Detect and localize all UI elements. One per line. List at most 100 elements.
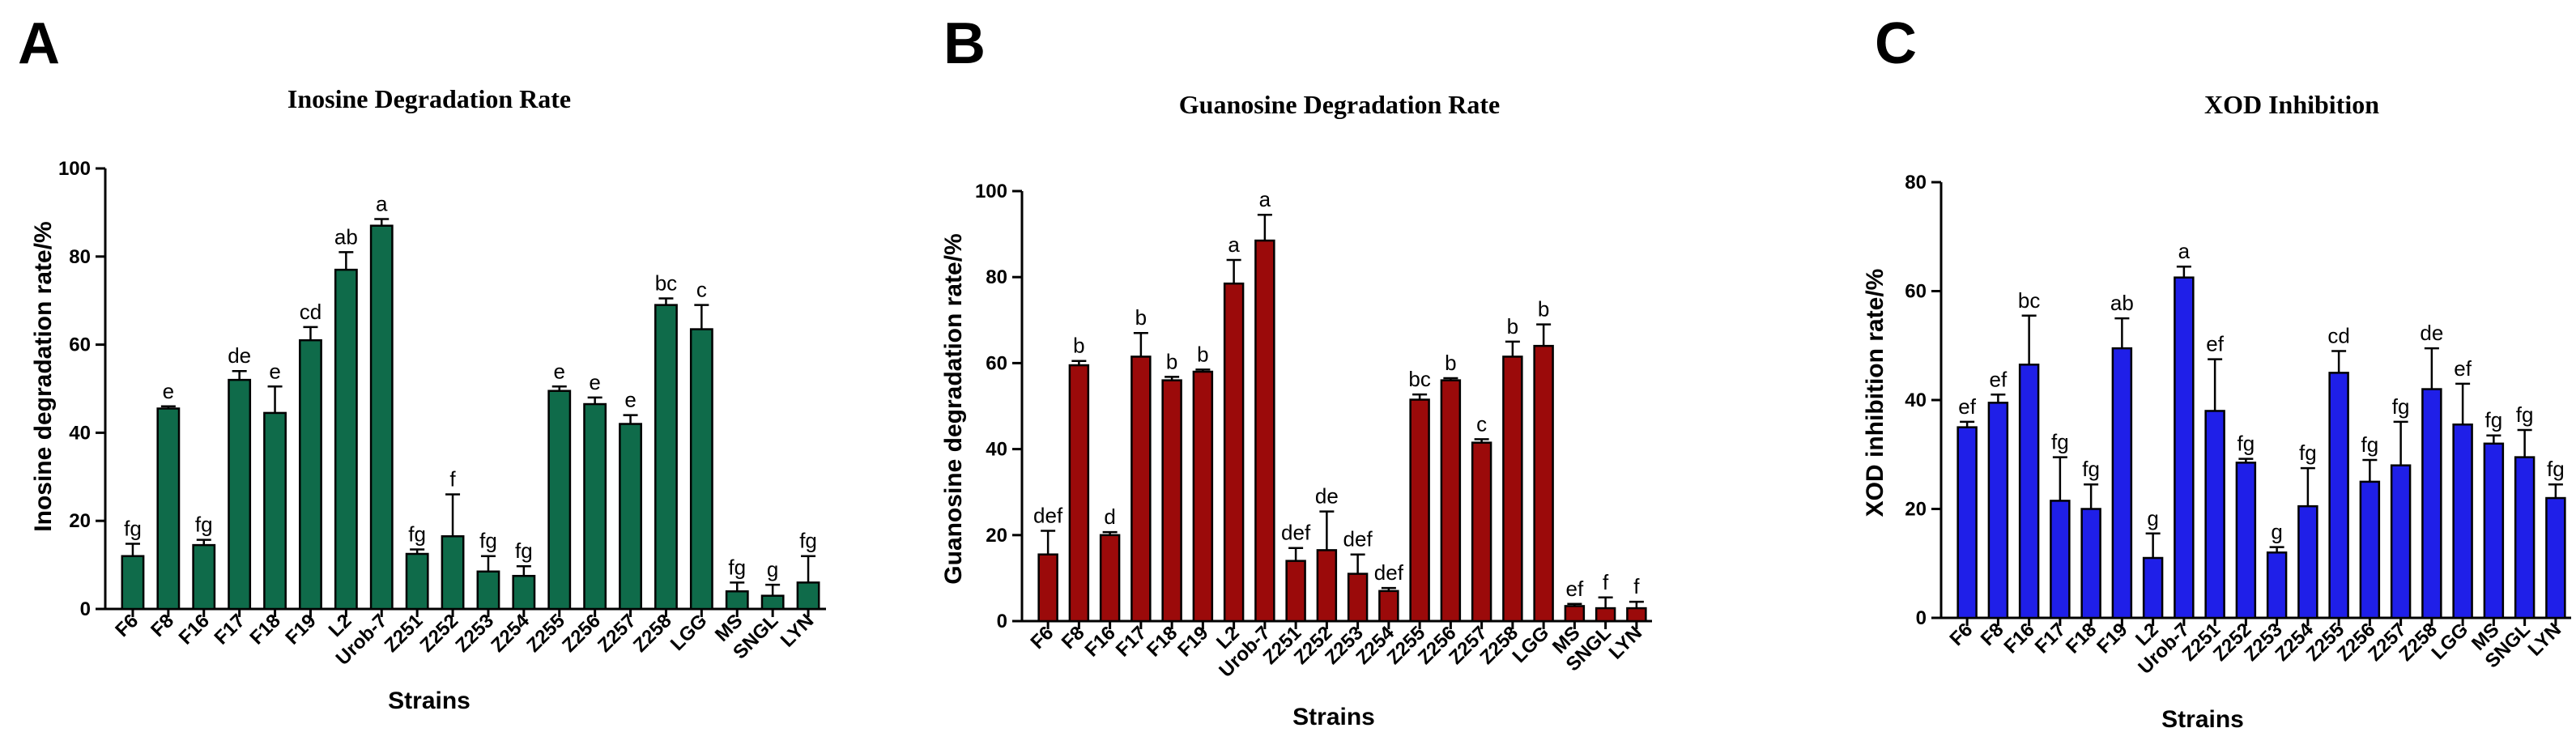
panel-b-significance-label: d <box>1104 504 1115 529</box>
panel-c-bar <box>2111 347 2133 619</box>
panel-a-significance-label: ab <box>334 224 358 249</box>
panel-c-letter: C <box>1875 11 1917 76</box>
panel-a-significance-label: fg <box>515 539 533 563</box>
panel-a-category-label: LYN <box>777 610 818 651</box>
panel-c-bar <box>2018 364 2040 619</box>
panel-a-bar <box>725 590 749 611</box>
panel-c-significance-label: fg <box>2082 457 2100 481</box>
panel-b-significance-label: def <box>1374 560 1404 585</box>
panel-b-significance-label: def <box>1281 521 1311 545</box>
panel-a-y-axis-label: Inosine degradation rate/% <box>30 221 57 531</box>
panel-b-bar <box>1099 534 1121 623</box>
panel-c-bar <box>2174 276 2195 619</box>
panel-b-bar <box>1161 379 1182 623</box>
panel-b-significance-label: b <box>1197 342 1208 366</box>
panel-a-bar <box>689 328 713 611</box>
panel-a-significance-label: e <box>624 388 636 412</box>
panel-b-category-label: F18 <box>1143 622 1182 661</box>
panel-c: C XOD Inhibition Strains XOD inhibition … <box>1862 11 2571 733</box>
panel-a-y-tick-label: 0 <box>80 598 91 620</box>
panel-c-significance-label: bc <box>2018 288 2040 313</box>
panel-a-bar <box>441 534 465 611</box>
panel-c-y-tick-label: 0 <box>1916 607 1927 629</box>
panel-a-category-label: F8 <box>147 610 178 641</box>
panel-b-bar <box>1378 590 1399 623</box>
panel-a-bar <box>619 423 642 611</box>
panel-a: A Inosine Degradation Rate Strains Inosi… <box>18 11 826 714</box>
panel-c-bar <box>2452 424 2473 619</box>
panel-c-category-label: F18 <box>2062 619 2101 658</box>
panel-a-significance-label: e <box>163 379 174 403</box>
panel-c-bar <box>2235 462 2257 619</box>
panel-b-significance-label: c <box>1476 411 1487 436</box>
panel-b-significance-label: def <box>1033 503 1063 527</box>
panel-b-bar <box>1502 355 1523 623</box>
panel-a-x-axis-label: Strains <box>388 688 470 714</box>
panel-b-significance-label: ef <box>1566 577 1584 601</box>
panel-a-significance-label: fg <box>799 529 817 553</box>
panel-a-y-tick-label: 100 <box>58 158 91 180</box>
panel-c-significance-label: g <box>2271 520 2282 544</box>
panel-a-bar <box>299 338 322 611</box>
panel-b-category-label: F17 <box>1112 622 1151 661</box>
panel-a-significance-label: e <box>589 370 600 394</box>
panel-a-bar <box>796 581 820 611</box>
panel-b-bar <box>1409 398 1430 623</box>
panel-b-category-label: LGG <box>1509 622 1554 667</box>
panel-c-bar <box>2266 551 2288 619</box>
panel-b-significance-label: b <box>1445 351 1456 375</box>
panel-c-bar <box>2142 556 2164 619</box>
panel-c-bar <box>2328 372 2349 619</box>
panel-a-category-label: Z256 <box>558 610 605 657</box>
panel-a-bar <box>760 594 785 611</box>
panel-c-significance-label: fg <box>2485 408 2503 432</box>
panel-c-significance-label: ef <box>2454 356 2472 381</box>
panel-a-significance-label: bc <box>655 270 677 295</box>
panel-a-category-label: F18 <box>245 610 284 649</box>
panel-b-bar <box>1316 549 1338 623</box>
panel-c-significance-label: ef <box>2206 332 2224 356</box>
panel-b-y-tick-label: 60 <box>986 352 1007 374</box>
panel-a-significance-label: e <box>269 359 280 383</box>
panel-b-bar <box>1223 282 1245 623</box>
panel-a-bar <box>121 555 145 611</box>
panel-b-significance-label: b <box>1135 305 1147 330</box>
panel-c-category-label: LGG <box>2428 619 2473 664</box>
panel-c-bar <box>2080 508 2101 619</box>
panel-c-category-label: F17 <box>2031 619 2070 658</box>
panel-b-y-axis-label: Guanosine degradation rate/% <box>940 233 967 584</box>
panel-c-significance-label: a <box>2178 239 2191 263</box>
panel-a-bar <box>547 390 572 611</box>
panel-b-x-axis-label: Strains <box>1292 704 1375 730</box>
panel-a-significance-label: fg <box>728 555 746 579</box>
panel-a-category-label: Z258 <box>629 610 676 657</box>
panel-c-bar <box>2204 410 2225 619</box>
panel-a-significance-label: fg <box>195 513 213 537</box>
panel-b-significance-label: f <box>1603 570 1609 594</box>
panel-c-bar <box>2390 464 2412 619</box>
panel-a-category-label: Z254 <box>487 610 534 657</box>
panel-c-title: XOD Inhibition <box>2204 90 2379 119</box>
panel-b-bar <box>1285 560 1306 623</box>
panel-a-significance-label: fg <box>124 516 142 540</box>
panel-c-y-tick-label: 20 <box>1905 499 1927 521</box>
panel-a-significance-label: cd <box>300 300 321 324</box>
panel-b-title: Guanosine Degradation Rate <box>1179 90 1500 119</box>
panel-a-significance-label: a <box>376 192 388 216</box>
panel-a-category-label: Z251 <box>381 610 428 657</box>
panel-c-bar <box>2297 504 2318 619</box>
panel-b-y-tick-label: 20 <box>986 525 1007 547</box>
panel-a-bar <box>512 574 536 611</box>
panel-b-y-tick-label: 40 <box>986 439 1007 461</box>
panel-b-significance-label: def <box>1343 527 1373 551</box>
panel-c-bar <box>2514 456 2536 619</box>
panel-a-category-label: F6 <box>111 610 143 641</box>
panel-a-bar <box>228 378 252 611</box>
panel-a-significance-label: fg <box>479 529 497 553</box>
panel-a-y-tick-label: 80 <box>69 246 91 268</box>
panel-a-y-tick-label: 60 <box>69 334 91 356</box>
panel-b-significance-label: a <box>1259 187 1271 211</box>
panel-c-significance-label: g <box>2147 506 2158 530</box>
panel-a-bar <box>192 543 216 611</box>
